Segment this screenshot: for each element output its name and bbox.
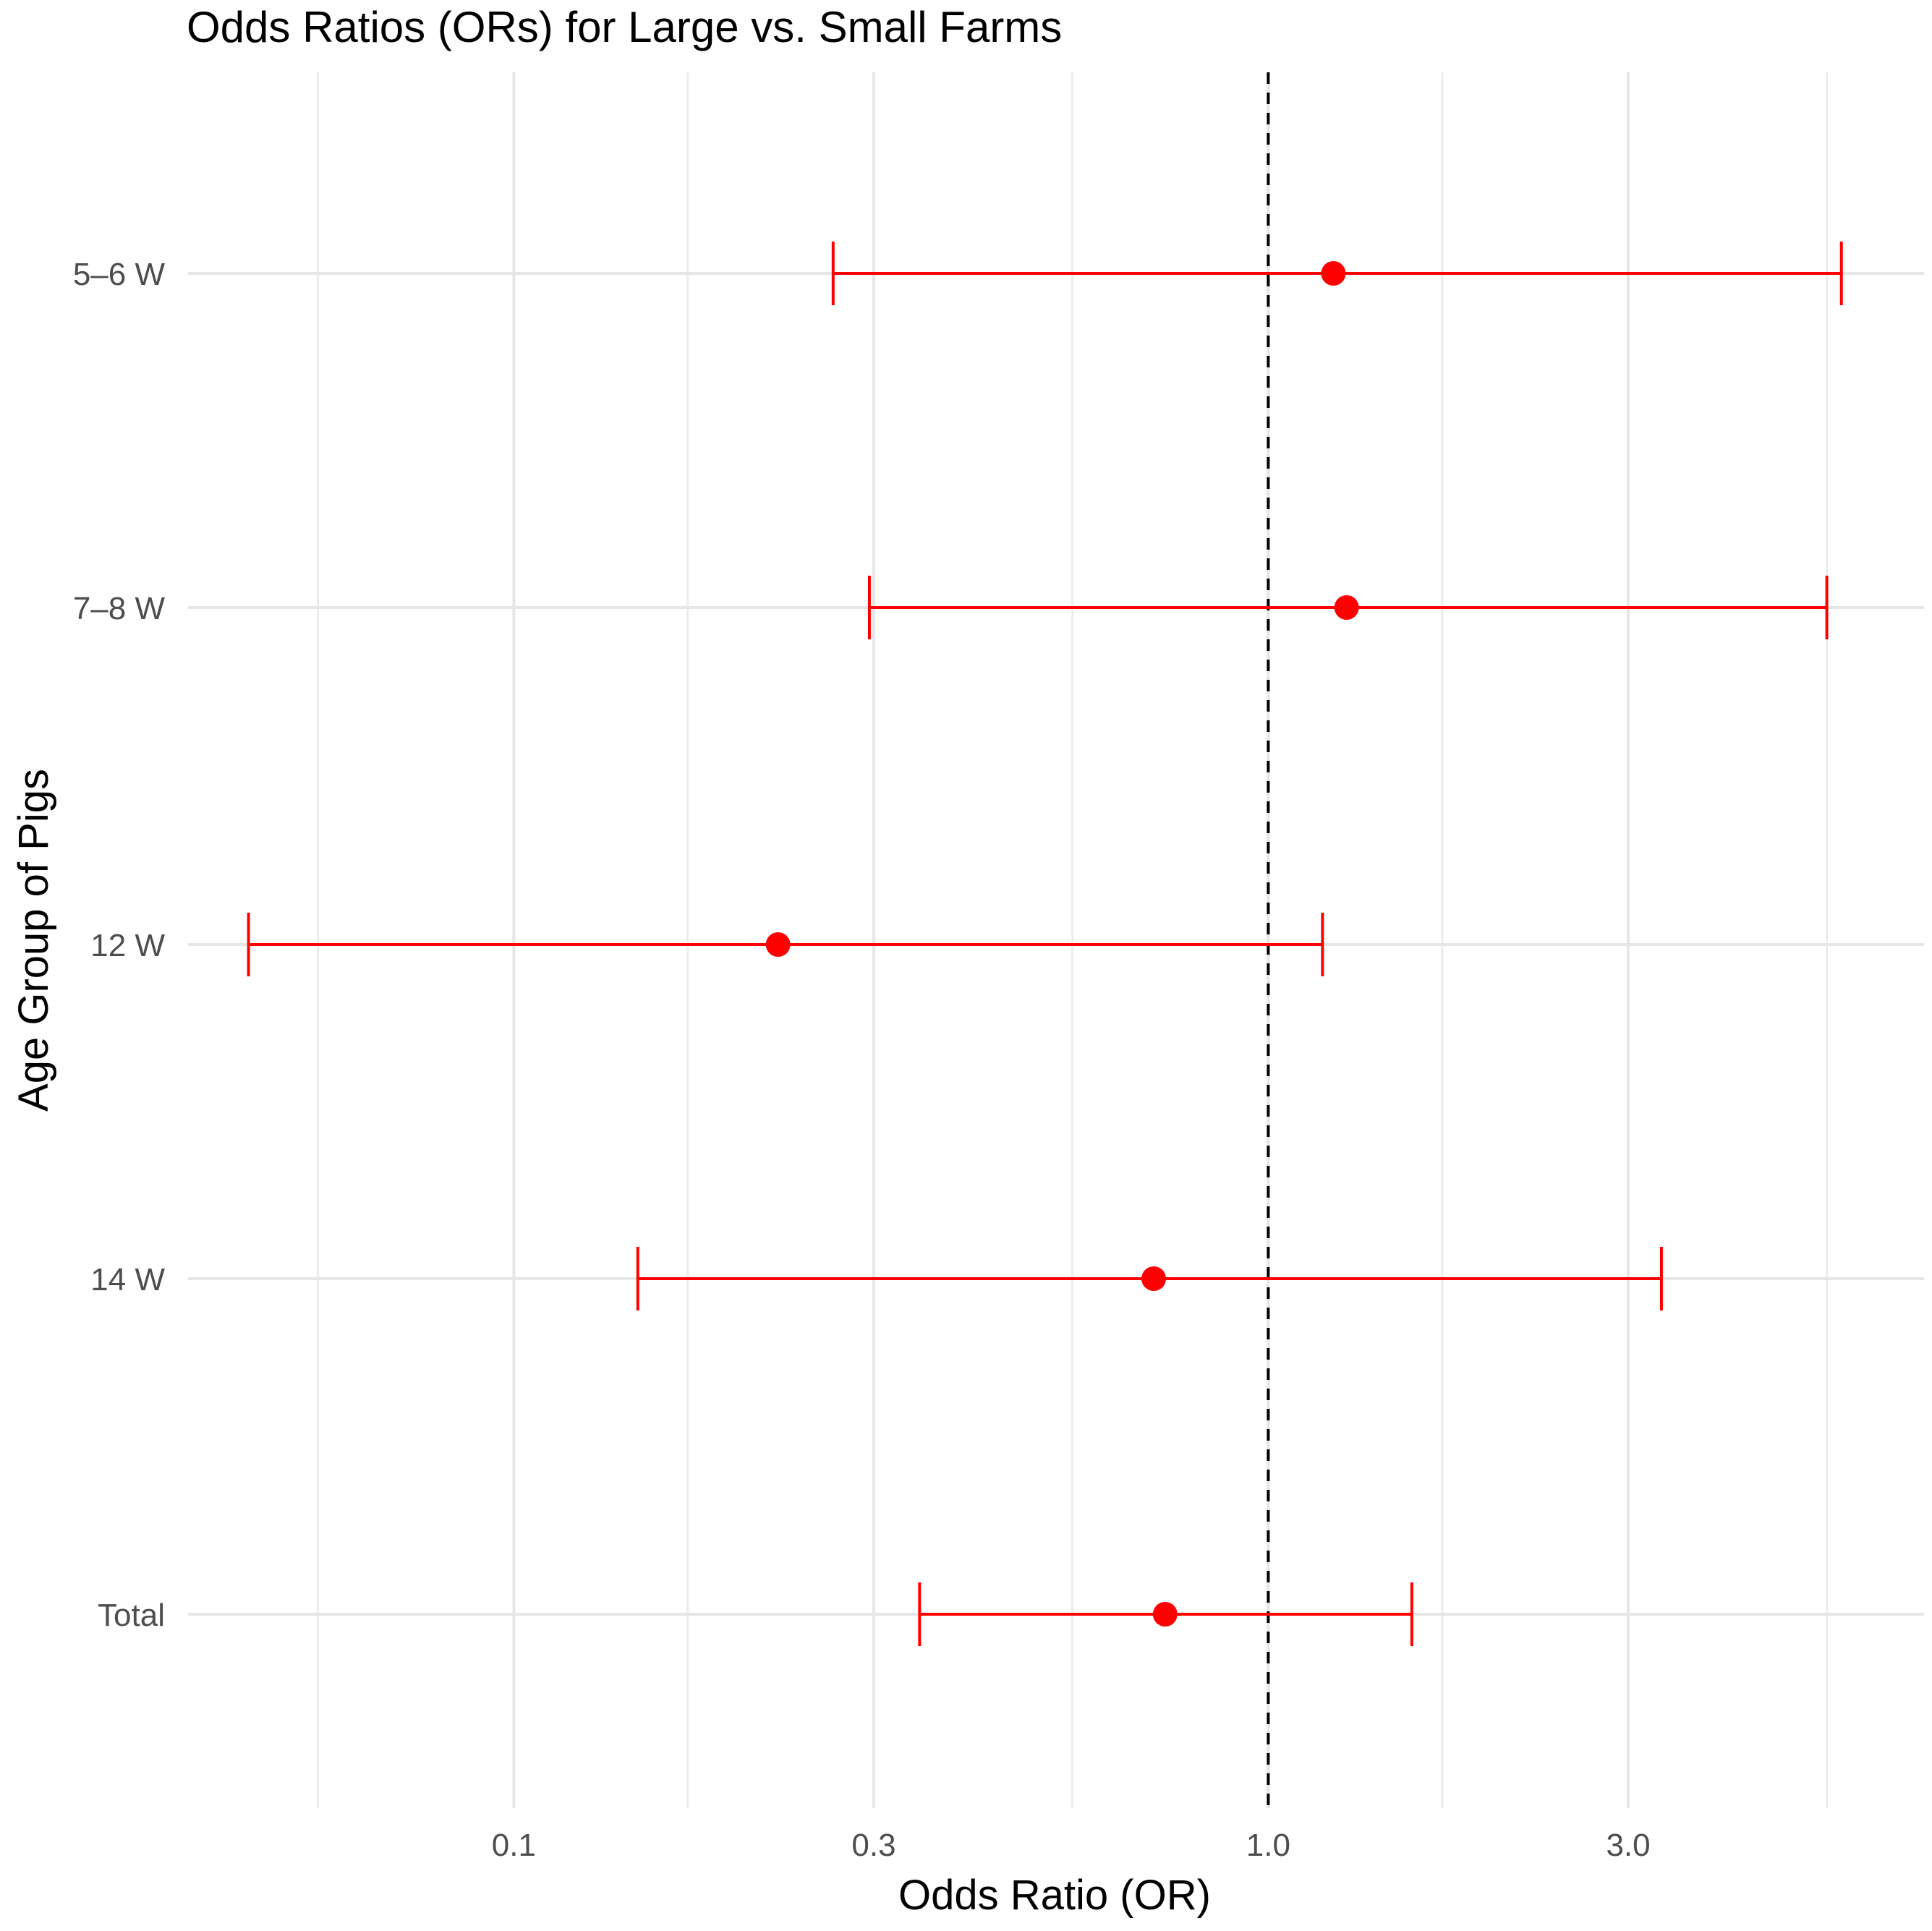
chart-title: Odds Ratios (ORs) for Large vs. Small Fa… [187,3,1062,51]
y-tick-label: 5–6 W [73,257,166,292]
x-tick-label: 0.3 [851,1828,895,1863]
or-point [1152,1602,1178,1627]
or-point [1141,1266,1167,1291]
x-axis-title: Odds Ratio (OR) [898,1872,1211,1919]
x-tick-label: 1.0 [1246,1828,1290,1863]
y-tick-label: 7–8 W [73,591,166,626]
x-axis-ticks: 0.1 0.3 1.0 3.0 [492,1828,1651,1863]
y-tick-label: 14 W [90,1262,165,1297]
x-tick-label: 0.1 [492,1828,536,1863]
x-tick-label: 3.0 [1606,1828,1650,1863]
y-tick-label: 12 W [90,928,165,963]
y-axis-ticks: 5–6 W 7–8 W 12 W 14 W Total [73,257,166,1633]
y-tick-label: Total [98,1598,165,1633]
y-axis-title: Age Group of Pigs [10,769,57,1112]
data-marks [247,242,1843,1646]
or-point [1321,261,1346,286]
or-point [765,932,791,957]
or-point [1334,595,1359,620]
minor-grid [317,72,1829,1808]
